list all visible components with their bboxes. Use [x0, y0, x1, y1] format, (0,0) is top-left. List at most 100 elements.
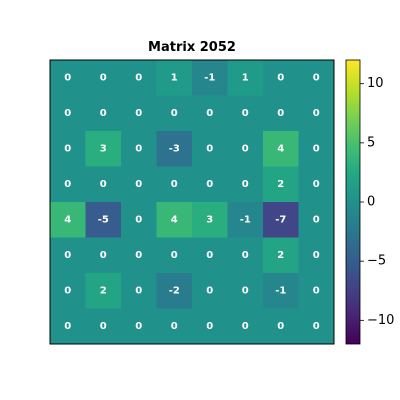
cell-value-label: -1	[275, 285, 286, 296]
cell-value-label: 0	[206, 179, 213, 190]
heatmap-cell	[263, 131, 299, 167]
cell-value-label: 0	[242, 108, 249, 119]
cell-value-label: 0	[206, 250, 213, 261]
heatmap-cell	[156, 273, 193, 309]
cell-value-label: -1	[240, 214, 251, 225]
heatmap-cell	[156, 202, 193, 238]
plot-frame	[49, 59, 335, 345]
cell-value-label: 0	[206, 143, 213, 154]
cell-value-label: 0	[100, 250, 107, 261]
colorbar-tick-label: −10	[367, 313, 394, 328]
heatmap-cells: 0 0 0 1 -1 1 0 0 0 0 0 0 0 0 0 0 0 3 0 -3 0 0 4 0 0 0 0 0 0 0 2 0 4 -5 0 4 3…	[50, 60, 335, 345]
cell-value-label: 1	[242, 72, 249, 83]
colorbar-ticks: 10 5 0 −5 −10	[360, 76, 394, 328]
heatmap-cell	[121, 273, 157, 309]
cell-value-label: 0	[64, 72, 71, 83]
heatmap-cell	[298, 95, 335, 132]
colorbar-tick-label: 0	[367, 195, 375, 210]
heatmap-cell	[263, 308, 299, 345]
cell-value-label: 0	[100, 321, 107, 332]
heatmap-cell	[263, 202, 299, 238]
heatmap-cell	[121, 95, 157, 132]
cell-value-label: 0	[313, 143, 320, 154]
heatmap-cell	[192, 95, 228, 132]
cell-value-label: 0	[135, 321, 142, 332]
heatmap-cell	[156, 60, 193, 96]
heatmap-cell	[50, 237, 86, 274]
colorbar-tick-label: −5	[367, 254, 386, 269]
cell-value-label: 0	[135, 143, 142, 154]
heatmap-cell	[298, 131, 335, 167]
cell-value-label: 0	[313, 321, 320, 332]
cell-value-label: 0	[313, 179, 320, 190]
cell-value-label: 0	[242, 250, 249, 261]
cell-value-label: 0	[206, 108, 213, 119]
cell-value-label: 3	[100, 143, 107, 154]
cell-value-label: -3	[169, 143, 180, 154]
cell-value-label: 1	[171, 72, 178, 83]
heatmap-cell	[263, 95, 299, 132]
heatmap-cell	[227, 60, 264, 96]
heatmap-cell	[298, 308, 335, 345]
cell-value-label: 0	[206, 321, 213, 332]
cell-value-label: 4	[64, 214, 71, 225]
cell-value-label: 0	[242, 179, 249, 190]
cell-value-label: 0	[135, 250, 142, 261]
cell-value-label: 0	[171, 179, 178, 190]
heatmap-cell	[121, 131, 157, 167]
cell-value-label: 4	[277, 143, 284, 154]
heatmap-cell	[227, 131, 264, 167]
colorbar-tick-label: 10	[367, 76, 384, 91]
heatmap-cell	[85, 166, 122, 203]
heatmap-cell	[85, 308, 122, 345]
cell-value-label: 0	[242, 285, 249, 296]
heatmap-cell	[227, 95, 264, 132]
heatmap-cell	[298, 237, 335, 274]
cell-value-label: 0	[277, 108, 284, 119]
heatmap-cell	[227, 273, 264, 309]
cell-value-label: -5	[98, 214, 109, 225]
colorbar	[345, 59, 361, 345]
heatmap-cell	[227, 202, 264, 238]
cell-value-label: 2	[277, 250, 284, 261]
heatmap-cell	[156, 237, 193, 274]
cell-value-label: 0	[64, 250, 71, 261]
heatmap-cell	[263, 273, 299, 309]
heatmap-cell	[50, 95, 86, 132]
cell-value-label: 3	[206, 214, 213, 225]
cell-value-label: 0	[135, 285, 142, 296]
chart-title: Matrix 2052	[148, 40, 236, 55]
cell-value-label: 0	[64, 108, 71, 119]
heatmap-cell	[121, 60, 157, 96]
heatmap-cell	[263, 166, 299, 203]
cell-value-label: 0	[313, 285, 320, 296]
heatmap-cell	[85, 237, 122, 274]
cell-value-label: 0	[64, 321, 71, 332]
heatmap-cell	[50, 131, 86, 167]
heatmap-cell	[50, 308, 86, 345]
cell-value-label: 0	[135, 72, 142, 83]
heatmap-cell	[192, 166, 228, 203]
heatmap-cell	[85, 95, 122, 132]
cell-value-label: 0	[64, 143, 71, 154]
heatmap-cell	[121, 202, 157, 238]
cell-value-label: 0	[242, 321, 249, 332]
cell-value-label: 4	[171, 214, 178, 225]
heatmap-cell	[192, 273, 228, 309]
heatmap-cell	[121, 166, 157, 203]
heatmap-cell	[85, 273, 122, 309]
cell-value-label: 0	[171, 108, 178, 119]
cell-value-label: 0	[64, 285, 71, 296]
cell-value-label: 0	[171, 250, 178, 261]
heatmap-cell	[85, 202, 122, 238]
heatmap-cell	[263, 237, 299, 274]
cell-value-label: 2	[277, 179, 284, 190]
heatmap-cell	[227, 237, 264, 274]
heatmap-cell	[156, 95, 193, 132]
cell-value-label: 0	[277, 321, 284, 332]
heatmap-cell	[192, 237, 228, 274]
heatmap-cell	[263, 60, 299, 96]
heatmap-cell	[192, 308, 228, 345]
cell-value-label: 0	[100, 179, 107, 190]
